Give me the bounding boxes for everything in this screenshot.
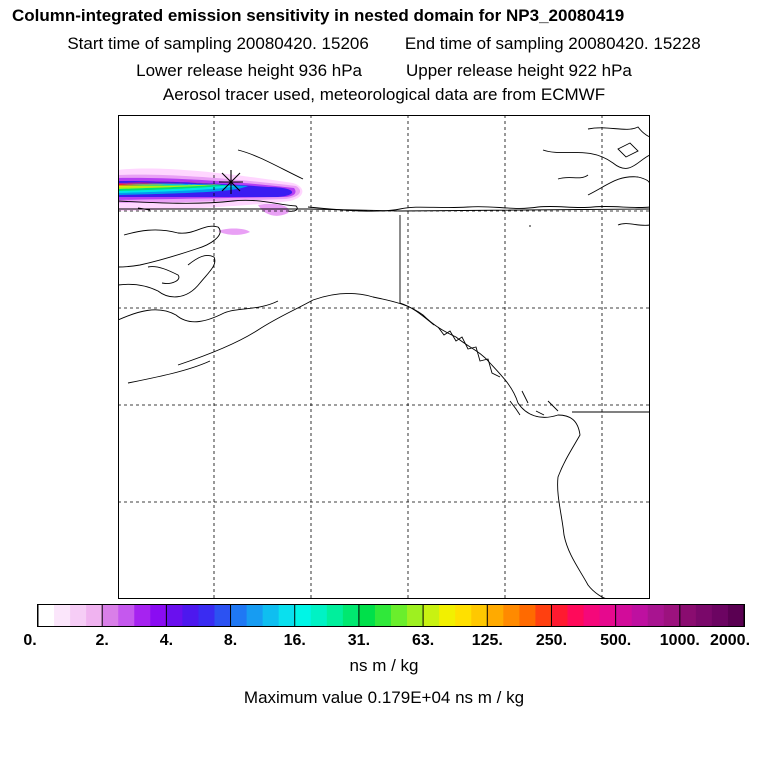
colorbar-label-6: 63. xyxy=(412,632,434,649)
tracer-info: Aerosol tracer used, meteorological data… xyxy=(162,85,606,104)
graticule xyxy=(118,115,650,599)
colorbar-label-7: 125. xyxy=(472,632,503,649)
colorbar-cell xyxy=(310,605,328,626)
colorbar-cell xyxy=(182,605,199,626)
colorbar-cell xyxy=(391,605,408,626)
colorbar-cell xyxy=(262,605,280,626)
colorbar-label-2: 4. xyxy=(160,632,173,649)
colorbar-cell xyxy=(455,605,472,626)
page-title: Column-integrated emission sensitivity i… xyxy=(12,6,625,25)
colorbar-cell xyxy=(519,605,536,626)
coastlines xyxy=(118,126,650,599)
colorbar-cell xyxy=(374,605,392,626)
colorbar: 0. 2. 4. 8. 16. 31. 63. 125. 250. 500. 1… xyxy=(23,604,750,649)
colorbar-cell xyxy=(423,605,440,626)
colorbar-cell xyxy=(615,605,633,626)
maximum-value: Maximum value 0.179E+04 ns m / kg xyxy=(243,688,525,707)
colorbar-cell xyxy=(631,605,649,626)
colorbar-cell xyxy=(583,605,601,626)
release-location-star xyxy=(219,170,243,194)
colorbar-cell xyxy=(551,605,568,626)
colorbar-cell xyxy=(663,605,681,626)
colorbar-label-9: 500. xyxy=(600,632,631,649)
start-time-label: Start time of sampling 20080420. 15206 xyxy=(67,34,369,53)
sampling-times: Start time of sampling 20080420. 15206 En… xyxy=(0,34,768,54)
release-heights: Lower release height 936 hPa Upper releas… xyxy=(0,61,768,81)
colorbar-cell xyxy=(695,605,713,626)
colorbar-cell xyxy=(294,605,312,626)
end-time-label: End time of sampling 20080420. 15228 xyxy=(404,34,701,53)
colorbar-label-10: 1000. xyxy=(660,632,700,649)
colorbar-labels: 0. 2. 4. 8. 16. 31. 63. 125. 250. 500. 1… xyxy=(23,632,750,649)
colorbar-cell xyxy=(246,605,264,626)
colorbar-cell xyxy=(407,605,424,626)
colorbar-cell xyxy=(134,605,151,626)
colorbar-cell xyxy=(326,605,344,626)
colorbar-cell xyxy=(471,605,488,626)
colorbar-cell xyxy=(439,605,456,626)
colorbar-cell xyxy=(102,605,119,626)
colorbar-label-0: 0. xyxy=(23,632,36,649)
colorbar-cell xyxy=(727,605,745,626)
colorbar-cell xyxy=(54,605,71,626)
colorbar-cell xyxy=(647,605,665,626)
colorbar-cell xyxy=(230,605,248,626)
colorbar-cell xyxy=(487,605,504,626)
colorbar-cell xyxy=(278,605,296,626)
colorbar-label-11: 2000. xyxy=(710,632,750,649)
colorbar-cell xyxy=(86,605,103,626)
colorbar-cell xyxy=(679,605,697,626)
colorbar-cell xyxy=(358,605,376,626)
colorbar-label-3: 8. xyxy=(224,632,237,649)
colorbar-cell xyxy=(342,605,360,626)
colorbar-cell xyxy=(38,605,55,626)
colorbar-cell xyxy=(166,605,183,626)
emission-plume xyxy=(118,168,303,235)
colorbar-label-5: 31. xyxy=(348,632,370,649)
colorbar-label-1: 2. xyxy=(96,632,109,649)
borders xyxy=(118,208,650,413)
colorbar-cell xyxy=(118,605,135,626)
colorbar-label-4: 16. xyxy=(284,632,306,649)
upper-release-label: Upper release height 922 hPa xyxy=(406,61,632,80)
colorbar-cell xyxy=(711,605,729,626)
colorbar-cell xyxy=(535,605,552,626)
colorbar-cell xyxy=(198,605,215,626)
colorbar-cell xyxy=(214,605,232,626)
colorbar-unit: ns m / kg xyxy=(349,656,419,675)
colorbar-cell xyxy=(599,605,617,626)
colorbar-cell xyxy=(150,605,167,626)
colorbar-cell xyxy=(70,605,87,626)
colorbar-cells xyxy=(38,605,745,626)
lower-release-label: Lower release height 936 hPa xyxy=(136,61,362,80)
map-panel xyxy=(118,115,650,599)
colorbar-label-8: 250. xyxy=(536,632,567,649)
colorbar-cell xyxy=(503,605,520,626)
colorbar-cell xyxy=(567,605,585,626)
